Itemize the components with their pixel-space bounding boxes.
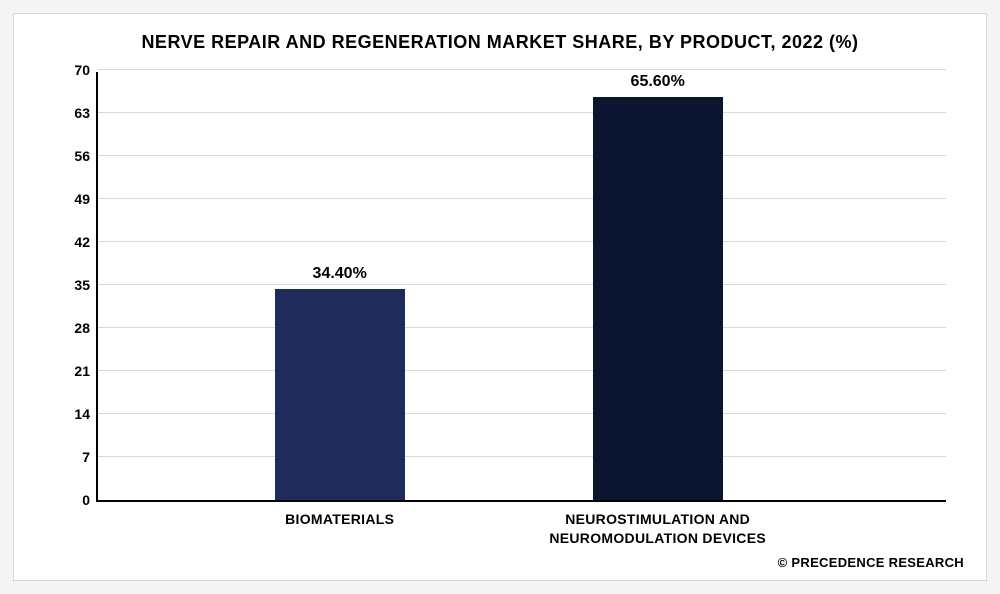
bar: 34.40% [275,289,405,500]
gridline [98,112,946,113]
y-tick-label: 0 [50,492,90,508]
gridline [98,456,946,457]
y-tick-label: 56 [50,148,90,164]
chart-title: NERVE REPAIR AND REGENERATION MARKET SHA… [14,14,986,53]
y-tick-label: 28 [50,320,90,336]
y-tick-label: 14 [50,406,90,422]
y-tick-label: 21 [50,363,90,379]
y-tick-label: 70 [50,62,90,78]
gridline [98,241,946,242]
credit-text: © PRECEDENCE RESEARCH [778,555,964,570]
gridline [98,69,946,70]
gridline [98,327,946,328]
bar-value-label: 65.60% [631,73,685,91]
y-tick-label: 42 [50,234,90,250]
gridline [98,370,946,371]
y-tick-label: 7 [50,449,90,465]
gridline [98,284,946,285]
chart-card: NERVE REPAIR AND REGENERATION MARKET SHA… [13,13,987,581]
bar: 65.60% [593,97,723,500]
y-tick-label: 49 [50,191,90,207]
gridline [98,198,946,199]
y-tick-label: 63 [50,105,90,121]
y-tick-label: 35 [50,277,90,293]
x-tick-label: BIOMATERIALS [190,510,490,529]
gridline [98,155,946,156]
plot-area: 0714212835424956637034.40%BIOMATERIALS65… [96,72,946,502]
gridline [98,413,946,414]
bar-value-label: 34.40% [313,265,367,283]
x-tick-label: NEUROSTIMULATION AND NEUROMODULATION DEV… [508,510,808,548]
